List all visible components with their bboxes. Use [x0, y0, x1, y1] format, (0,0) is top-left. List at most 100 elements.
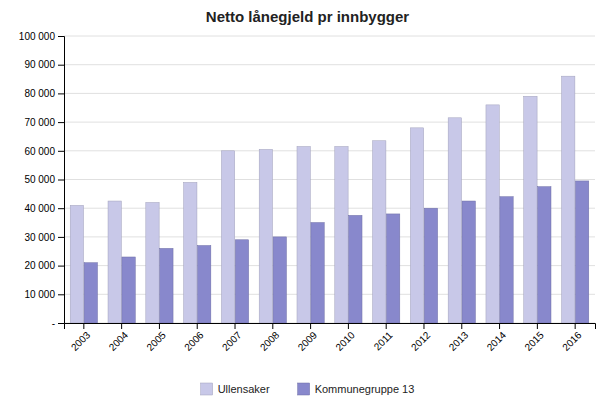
bar: [311, 223, 324, 323]
tick-mark: [272, 323, 273, 329]
tick: 20 000: [24, 260, 64, 271]
bar: [373, 141, 386, 323]
bar: [198, 246, 211, 323]
chart-container: Netto lånegjeld pr innbygger-10 00020 00…: [0, 0, 615, 405]
tick: 2006: [182, 323, 206, 353]
tick: 80 000: [24, 88, 64, 99]
bar: [448, 118, 461, 323]
tick-mark: [461, 323, 462, 329]
tick-label: 2004: [107, 329, 131, 353]
tick: 30 000: [24, 232, 64, 243]
tick: 90 000: [24, 59, 64, 70]
tick-mark: [58, 208, 64, 209]
legend-swatch: [298, 383, 310, 395]
bar: [538, 187, 551, 323]
tick-label: 2010: [333, 329, 357, 353]
plot: - 10 000 20 000 30 000 40 000 50 000 60 000 70 …: [19, 31, 596, 353]
bar: [335, 146, 348, 323]
tick: 60 000: [24, 146, 64, 157]
tick-label: 2006: [182, 329, 206, 353]
tick-mark: [58, 266, 64, 267]
grid-line: [64, 179, 595, 180]
legend-swatch: [201, 383, 213, 395]
tick-label: 2008: [258, 329, 282, 353]
tick-mark: [58, 237, 64, 238]
bar: [122, 257, 135, 323]
tick-mark: [348, 323, 349, 329]
y-axis: - 10 000 20 000 30 000 40 000 50 000 60 000 70 …: [19, 31, 65, 329]
tick-mark: [83, 323, 84, 329]
bar: [575, 181, 588, 323]
tick-label: 50 000: [24, 174, 55, 185]
grid-line: [64, 236, 595, 237]
bar: [160, 248, 173, 323]
tick-mark: [58, 65, 64, 66]
tick-mark: [386, 323, 387, 329]
bar: [562, 76, 575, 323]
tick-label: 40 000: [24, 203, 55, 214]
tick-mark: [58, 180, 64, 181]
chart: Netto lånegjeld pr innbygger-10 00020 00…: [0, 0, 615, 405]
tick-mark: [197, 323, 198, 329]
tick: 10 000: [24, 289, 64, 300]
bar: [424, 208, 437, 323]
bar: [410, 128, 423, 323]
tick: 50 000: [24, 174, 64, 185]
tick-label: 2007: [220, 329, 244, 353]
tick-mark: [121, 323, 122, 329]
axis-line: [65, 324, 596, 330]
bar: [221, 151, 234, 323]
tick-label: 80 000: [24, 88, 55, 99]
tick-label: 2005: [144, 329, 168, 353]
tick-mark: [58, 93, 64, 94]
bar: [146, 202, 159, 323]
tick-mark: [310, 323, 311, 329]
tick-label: 2016: [560, 329, 584, 353]
bar: [524, 96, 537, 323]
legend-item: Kommunegruppe 13: [298, 383, 415, 395]
tick: 2012: [409, 323, 433, 353]
grid-line: [64, 294, 595, 295]
bar: [70, 205, 83, 323]
x-axis: 2003 2004 2005 2006 2007 2008 2009 2010 2011 2012…: [65, 323, 596, 353]
tick-label: -: [52, 318, 55, 329]
tick: 100 000: [19, 31, 64, 42]
tick-mark: [58, 294, 64, 295]
tick-label: 2009: [296, 329, 320, 353]
tick: 2010: [333, 323, 357, 353]
tick-label: 2013: [447, 329, 471, 353]
tick: 2015: [522, 323, 546, 353]
bar: [259, 149, 272, 323]
bar: [273, 237, 286, 323]
tick-label: 10 000: [24, 289, 55, 300]
tick-label: 20 000: [24, 260, 55, 271]
tick-mark: [159, 323, 160, 329]
tick: 2013: [447, 323, 471, 353]
tick: 2014: [485, 323, 509, 353]
series: [70, 76, 575, 323]
tick: 2016: [560, 323, 584, 353]
tick-label: 70 000: [24, 117, 55, 128]
tick-mark: [575, 323, 576, 329]
tick: 2005: [144, 323, 168, 353]
tick: 40 000: [24, 203, 64, 214]
tick-mark: [423, 323, 424, 329]
tick: 2003: [69, 323, 93, 353]
tick-mark: [537, 323, 538, 329]
grid-line: [64, 265, 595, 266]
grid-line: [64, 150, 595, 151]
bar: [386, 214, 399, 323]
tick-mark: [499, 323, 500, 329]
legend: UllensakerKommunegruppe 13: [201, 383, 415, 395]
bar: [108, 201, 121, 323]
tick-label: 2011: [372, 329, 395, 352]
grid-line: [64, 64, 595, 65]
tick-mark: [58, 122, 64, 123]
tick-mark: [58, 36, 64, 37]
series: [84, 181, 589, 323]
grid-line: [64, 93, 595, 94]
bars: [70, 76, 589, 323]
bar: [184, 182, 197, 323]
tick-mark: [58, 323, 64, 324]
grid: [64, 36, 595, 323]
